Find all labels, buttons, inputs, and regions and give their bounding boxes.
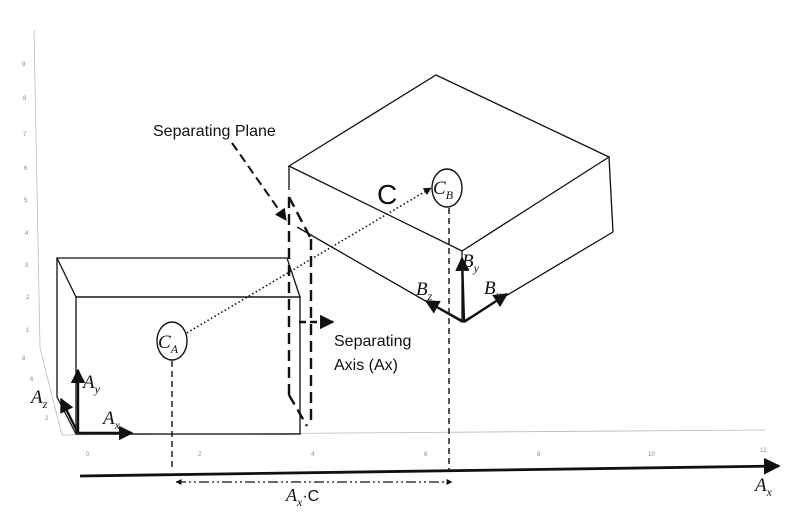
b-x-label: Bx <box>484 278 502 302</box>
b-y-axis-arrow <box>455 256 470 323</box>
b-z-label: Bz <box>416 279 433 303</box>
y-tick-5: 5 <box>24 198 28 204</box>
x-tick-8: 8 <box>537 452 541 458</box>
distance-vector-label: C <box>377 179 397 210</box>
separating-plane-label: Separating Plane <box>153 123 276 140</box>
box-a <box>55 257 301 435</box>
y-tick-2: 2 <box>26 295 30 301</box>
box-a-front-face <box>75 296 301 435</box>
x-tick-12: 12 <box>760 448 767 454</box>
x-tick-labels: 0 2 4 6 8 10 12 <box>86 448 767 458</box>
y-tick-7: 7 <box>23 132 27 138</box>
box-b-local-axes <box>424 256 509 324</box>
x-tick-4: 4 <box>311 452 315 458</box>
z-tick-labels: 2 4 6 8 <box>22 356 49 422</box>
b-x-axis-arrow <box>463 292 509 324</box>
center-b-marker: CB <box>431 168 463 208</box>
a-z-label: Az <box>29 387 48 411</box>
main-axis-label: Ax <box>753 475 773 499</box>
a-y-label: Ay <box>81 372 101 396</box>
separating-plane-pointer <box>231 142 287 221</box>
z-tick-8: 8 <box>22 356 26 362</box>
projection-lines <box>171 208 450 470</box>
box-b-top-face <box>287 74 611 252</box>
projection-length-label: Ax·C <box>285 485 319 509</box>
separating-axis-line <box>79 457 781 478</box>
a-z-axis-arrow <box>59 397 80 434</box>
x-tick-2: 2 <box>198 452 202 458</box>
center-a-marker: CA <box>156 321 188 361</box>
b-z-axis-arrow <box>424 299 465 324</box>
x-tick-0: 0 <box>86 452 90 458</box>
y-tick-3: 3 <box>25 263 29 269</box>
separating-plane <box>287 196 313 427</box>
y-tick-6: 6 <box>24 166 28 172</box>
separating-axis-label-line1: Separating <box>334 333 411 350</box>
z-tick-4: 4 <box>38 398 42 404</box>
b-y-label: By <box>462 251 480 275</box>
center-distance-vector <box>179 187 432 338</box>
center-a-label: CA <box>158 332 179 356</box>
separating-axis-label-line2: Axis (Ax) <box>334 357 398 374</box>
x-tick-6: 6 <box>424 452 428 458</box>
box-a-local-axes <box>59 368 134 441</box>
box-a-top-face <box>55 257 301 298</box>
z-tick-2: 2 <box>45 416 49 422</box>
y-tick-labels: 1 2 3 4 5 6 7 8 9 <box>22 62 30 334</box>
y-tick-1: 1 <box>26 328 30 334</box>
x-tick-10: 10 <box>648 452 655 458</box>
z-tick-6: 6 <box>30 377 34 383</box>
a-x-label: Ax <box>101 408 121 432</box>
y-tick-4: 4 <box>25 231 29 237</box>
background-plot-axes <box>33 29 766 436</box>
y-tick-8: 8 <box>23 96 27 102</box>
y-tick-9: 9 <box>22 62 26 68</box>
center-b-label: CB <box>433 178 454 202</box>
